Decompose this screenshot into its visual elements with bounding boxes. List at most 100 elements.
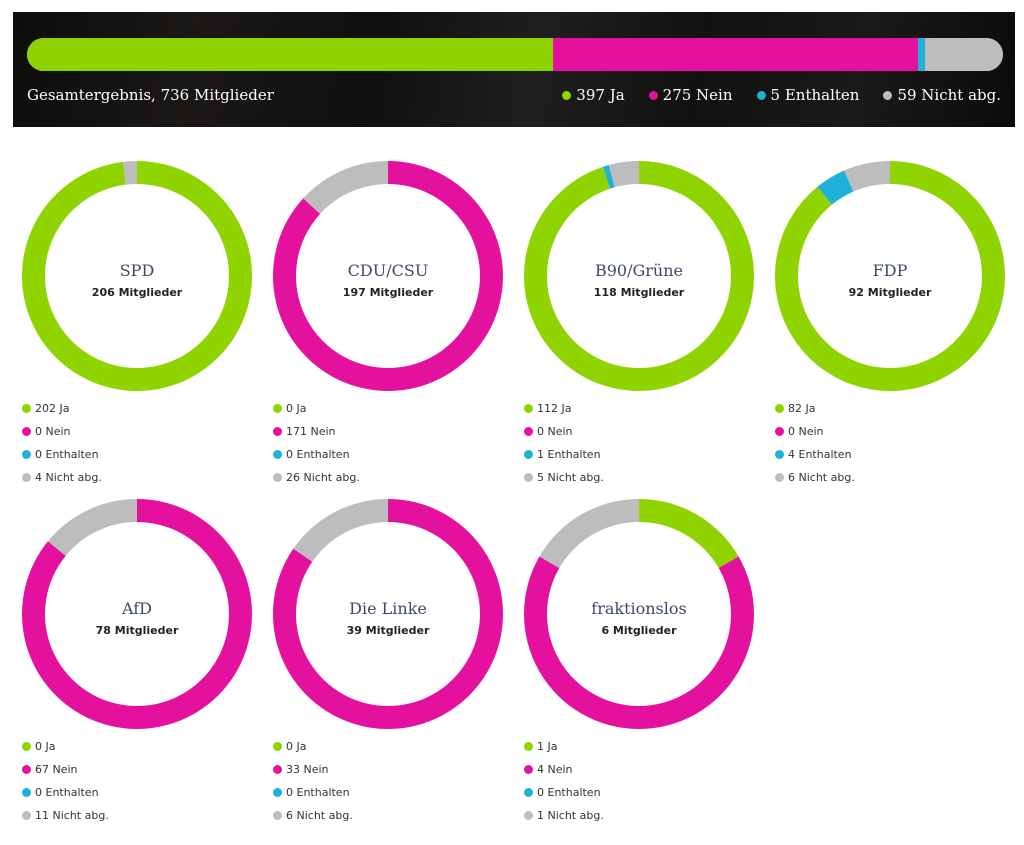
nicht-abg-dot-icon [524,811,533,820]
legend-item-label: 0 Enthalten [537,786,601,799]
nein-dot-icon [22,427,31,436]
legend-item-label: 67 Nein [35,763,78,776]
legend-item-enthalten: 0 Enthalten [524,781,604,804]
legend-item-nein: 33 Nein [273,758,353,781]
summary-legend-nein: 275 Nein [648,86,733,104]
member-count: 39 Mitglieder [346,624,430,637]
legend-item-label: 4 Nicht abg. [35,471,102,484]
legend-item-ja: 0 Ja [273,735,353,758]
summary-legend-nein-label: 275 Nein [662,86,733,104]
enthalten-dot-icon [756,90,766,100]
nein-dot-icon [524,427,533,436]
summary-legend-ja: 397 Ja [562,86,625,104]
donut-chart-b90-gruene [524,161,754,391]
donut-center-label: CDU/CSU 197 Mitglieder [273,261,503,299]
donut-slice-ja [639,499,739,568]
nicht-abg-dot-icon [273,811,282,820]
legend-item-enthalten: 0 Enthalten [273,781,353,804]
party-name: SPD [119,261,155,280]
legend-item-ja: 202 Ja [22,397,102,420]
nein-dot-icon [273,765,282,774]
legend-item-nicht: 26 Nicht abg. [273,466,360,489]
nicht-abg-dot-icon [273,473,282,482]
donut-slice-nicht [123,161,137,185]
legend-item-label: 0 Nein [537,425,573,438]
donut-center-label: B90/Grüne 118 Mitglieder [524,261,754,299]
member-count: 118 Mitglieder [593,286,685,299]
donut-chart-cdu-csu [273,161,503,391]
summary-bar-segment-enthalten [918,38,925,71]
legend-item-label: 0 Enthalten [286,448,350,461]
donut-slice-nicht [608,161,639,188]
nicht-abg-dot-icon [883,90,893,100]
member-count: 92 Mitglieder [848,286,932,299]
legend-item-label: 0 Nein [35,425,71,438]
legend-item-nein: 0 Nein [22,420,102,443]
party-name: FDP [872,261,908,280]
enthalten-dot-icon [273,788,282,797]
enthalten-dot-icon [524,450,533,459]
legend-item-label: 6 Nicht abg. [286,809,353,822]
summary-bar-segment-nicht [924,38,1003,71]
legend-item-label: 4 Nein [537,763,573,776]
legend-item-nicht: 6 Nicht abg. [775,466,855,489]
legend-item-nein: 171 Nein [273,420,360,443]
nein-dot-icon [273,427,282,436]
ja-dot-icon [273,404,282,413]
legend-item-nicht: 6 Nicht abg. [273,804,353,827]
member-count: 6 Mitglieder [601,624,677,637]
summary-legend-nicht: 59 Nicht abg. [883,86,1001,104]
legend-item-label: 6 Nicht abg. [788,471,855,484]
member-count: 197 Mitglieder [342,286,434,299]
legend-item-label: 0 Ja [35,740,56,753]
legend-item-nicht: 4 Nicht abg. [22,466,102,489]
enthalten-dot-icon [22,788,31,797]
enthalten-dot-icon [22,450,31,459]
legend-item-label: 202 Ja [35,402,70,415]
legend-item-nicht: 1 Nicht abg. [524,804,604,827]
summary-total-label: Gesamtergebnis, 736 Mitglieder [27,86,274,104]
nein-dot-icon [524,765,533,774]
member-count: 78 Mitglieder [95,624,179,637]
legend-item-nein: 0 Nein [775,420,855,443]
summary-legend: 397 Ja 275 Nein 5 Enthalten 59 Nicht abg… [562,86,1001,104]
party-name: CDU/CSU [347,261,429,280]
donut-slice-enthalten [817,170,854,205]
legend-item-enthalten: 1 Enthalten [524,443,604,466]
summary-banner: Gesamtergebnis, 736 Mitglieder 397 Ja 27… [13,12,1015,127]
legend-item-label: 1 Enthalten [537,448,601,461]
ja-dot-icon [273,742,282,751]
party-legend: 82 Ja 0 Nein 4 Enthalten 6 Nicht abg. [775,397,855,489]
legend-item-nicht: 5 Nicht abg. [524,466,604,489]
party-legend: 112 Ja 0 Nein 1 Enthalten 5 Nicht abg. [524,397,604,489]
legend-item-label: 5 Nicht abg. [537,471,604,484]
ja-dot-icon [22,404,31,413]
legend-item-enthalten: 0 Enthalten [22,443,102,466]
summary-legend-ja-label: 397 Ja [576,86,625,104]
party-name: fraktionslos [591,599,687,618]
party-legend: 1 Ja 4 Nein 0 Enthalten 1 Nicht abg. [524,735,604,827]
summary-stacked-bar [27,38,1003,71]
donut-slice-nicht [303,161,388,214]
party-name: Die Linke [349,599,427,618]
legend-item-label: 0 Enthalten [35,448,99,461]
legend-item-label: 11 Nicht abg. [35,809,109,822]
legend-item-label: 0 Nein [788,425,824,438]
ja-dot-icon [22,742,31,751]
donut-slice-nicht [293,499,388,562]
summary-bar-segment-nein [553,38,919,71]
summary-legend-enthalten: 5 Enthalten [756,86,859,104]
party-legend: 202 Ja 0 Nein 0 Enthalten 4 Nicht abg. [22,397,102,489]
ja-dot-icon [524,742,533,751]
nicht-abg-dot-icon [22,473,31,482]
donut-center-label: AfD 78 Mitglieder [22,599,252,637]
legend-item-nicht: 11 Nicht abg. [22,804,109,827]
donut-center-label: SPD 206 Mitglieder [22,261,252,299]
enthalten-dot-icon [273,450,282,459]
donut-chart-afd [22,499,252,729]
party-card-spd: SPD 206 Mitglieder 202 Ja 0 Nein 0 Enthalten… [22,161,270,499]
legend-item-label: 112 Ja [537,402,572,415]
party-card-fraktionslos: fraktionslos 6 Mitglieder 1 Ja 4 Nein 0 Enth… [524,499,772,837]
party-card-cdu-csu: CDU/CSU 197 Mitglieder 0 Ja 171 Nein 0 Entha… [273,161,521,499]
party-name: AfD [121,599,153,618]
